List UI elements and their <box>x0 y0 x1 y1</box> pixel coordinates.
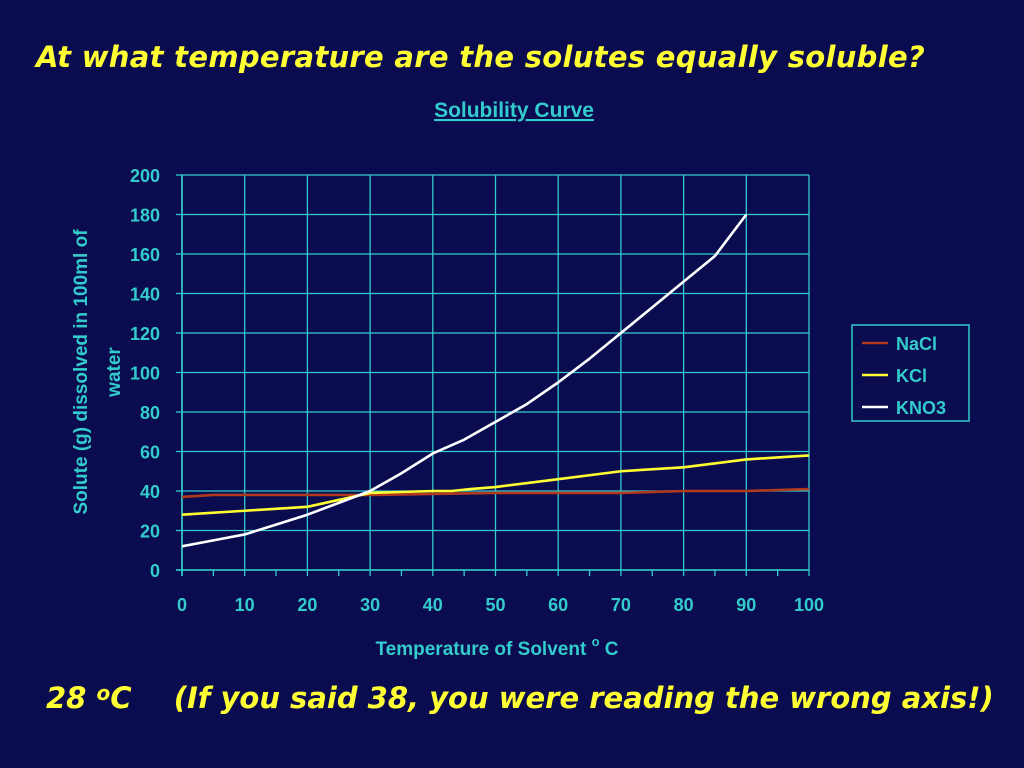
x-axis-title-text: Temperature of Solvent <box>375 639 586 660</box>
y-tick-label: 120 <box>130 324 160 344</box>
y-tick-label: 160 <box>130 245 160 265</box>
series-line-kno3 <box>181 213 748 548</box>
legend-label-kno3: KNO3 <box>896 398 946 418</box>
x-tick-label: 70 <box>611 595 631 615</box>
x-tick-label: 20 <box>297 595 317 615</box>
x-axis-title: Temperature of Solvent o C <box>375 630 618 660</box>
legend-box <box>851 324 970 422</box>
answer-note: (If you said 38, you were reading the wr… <box>173 681 994 715</box>
question-text: At what temperature are the solutes equa… <box>36 40 926 74</box>
y-tick-label: 180 <box>130 206 160 226</box>
series-line-kcl <box>181 454 810 516</box>
y-tick-labels: 0 20 40 60 80 100 120 140 160 180 200 <box>130 166 160 581</box>
x-tick-label: 60 <box>548 595 568 615</box>
x-tick-label: 50 <box>485 595 505 615</box>
y-tick-label: 80 <box>140 403 160 423</box>
legend: NaCl KCl KNO3 <box>851 324 970 422</box>
grid-lines <box>181 174 810 571</box>
x-tick-label: 30 <box>360 595 380 615</box>
y-tick-label: 100 <box>130 364 160 384</box>
x-tick-label: 100 <box>794 595 824 615</box>
legend-label-kcl: KCl <box>896 366 927 386</box>
y-tick-label: 140 <box>130 285 160 305</box>
x-axis-title-unit: C <box>605 639 619 660</box>
answer-text: 28 oC (If you said 38, you were reading … <box>46 681 994 715</box>
answer-unit: C <box>110 681 132 715</box>
y-axis-title: Solute (g) dissolved in 100ml of water <box>71 229 125 515</box>
y-axis-title-line2: water <box>104 347 125 398</box>
answer-degree-superscript: o <box>96 681 111 705</box>
y-tick-label: 20 <box>140 522 160 542</box>
y-tick-label: 0 <box>150 561 160 581</box>
y-tick-label: 40 <box>140 482 160 502</box>
series-line-nacl <box>181 487 810 499</box>
legend-label-nacl: NaCl <box>896 334 937 354</box>
y-tick-label: 60 <box>140 443 160 463</box>
x-tick-labels: 0 10 20 30 40 50 60 70 80 90 100 <box>177 595 824 615</box>
x-tick-label: 40 <box>423 595 443 615</box>
x-tick-label: 90 <box>736 595 756 615</box>
y-axis-title-line1: Solute (g) dissolved in 100ml of <box>71 229 92 515</box>
x-tick-label: 10 <box>235 595 255 615</box>
chart-title: Solubility Curve <box>434 99 594 122</box>
axes <box>176 174 810 576</box>
x-axis-title-superscript: o <box>592 634 600 649</box>
x-tick-label: 80 <box>674 595 694 615</box>
series-lines <box>181 213 810 548</box>
answer-value: 28 <box>46 681 87 715</box>
x-tick-label: 0 <box>177 595 187 615</box>
y-tick-label: 200 <box>130 166 160 186</box>
